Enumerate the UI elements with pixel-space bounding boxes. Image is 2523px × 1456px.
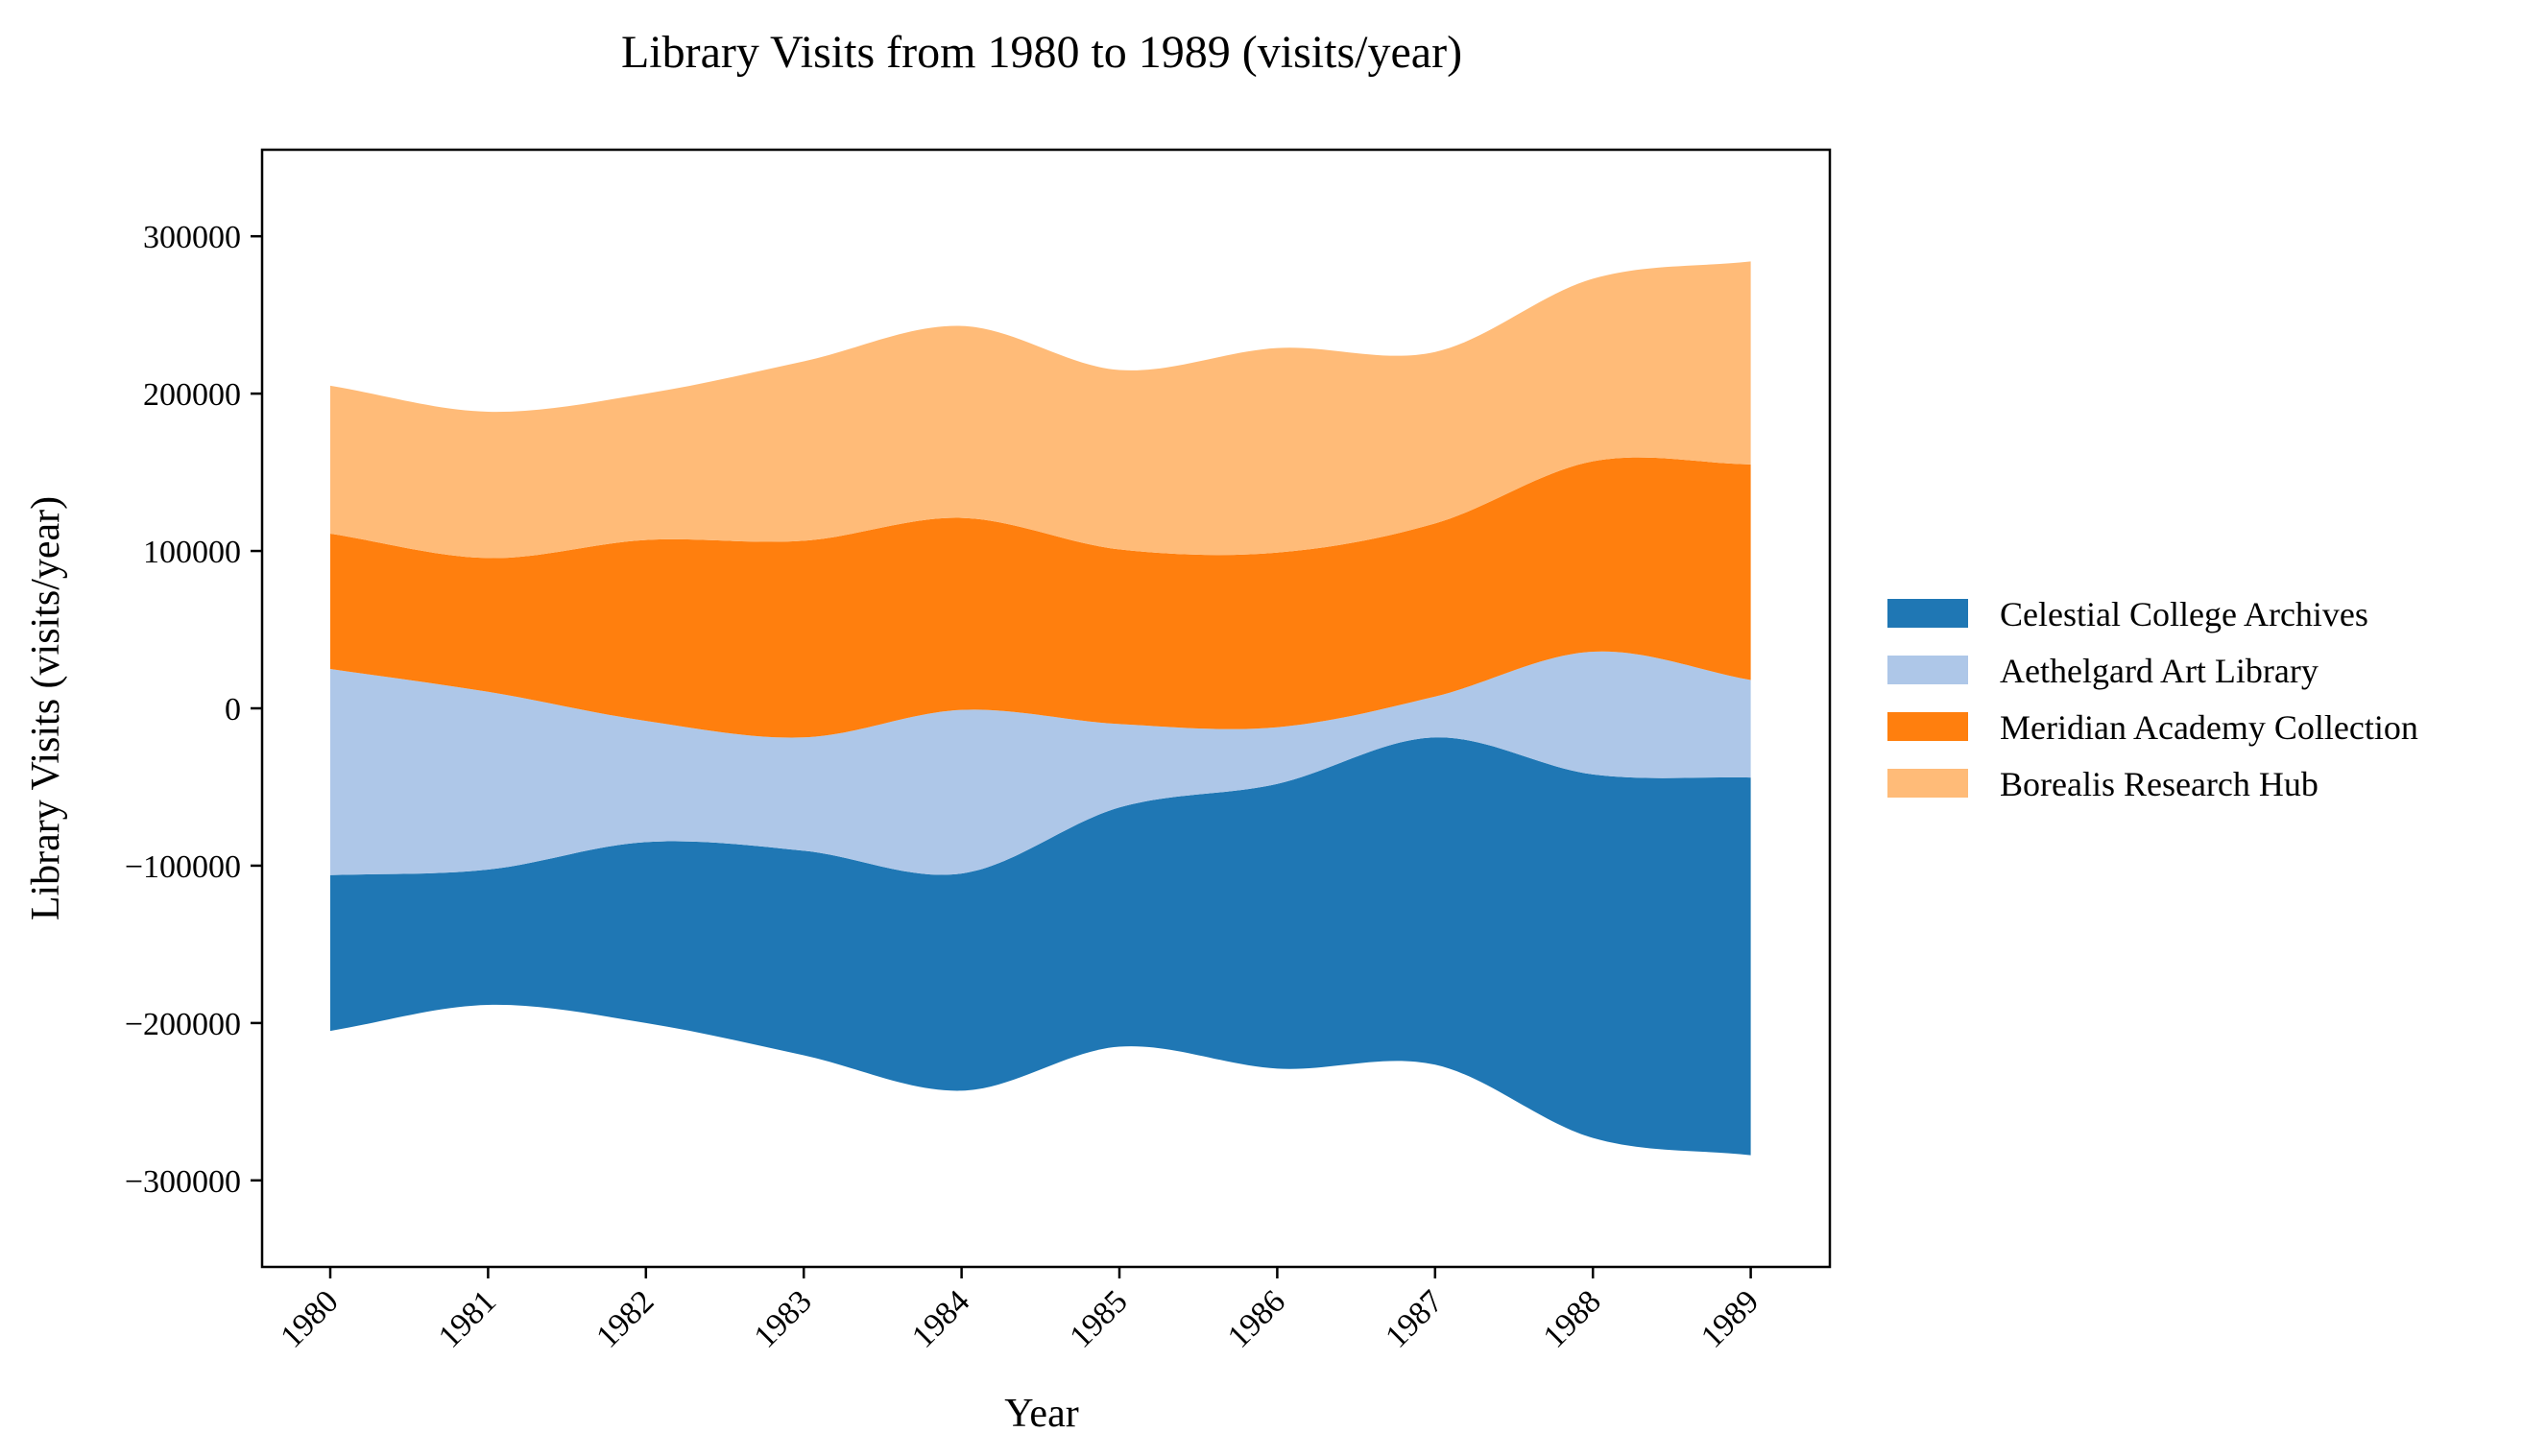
x-tick-label: 1982: [589, 1283, 661, 1354]
x-tick-label: 1988: [1537, 1283, 1608, 1354]
y-tick-label: 300000: [143, 220, 241, 255]
legend-label: Borealis Research Hub: [2000, 765, 2319, 803]
legend-swatch: [1887, 712, 1968, 741]
y-tick-label: −300000: [125, 1164, 241, 1200]
x-tick-label: 1985: [1063, 1283, 1134, 1354]
y-axis-ticks: −300000 −200000 −100000 0 100000 200000 300000: [125, 220, 262, 1200]
y-tick-label: 200000: [143, 377, 241, 413]
legend-label: Celestial College Archives: [2000, 595, 2368, 633]
legend-label: Aethelgard Art Library: [2000, 652, 2319, 690]
area-celestial-college-archives: [330, 737, 1751, 1156]
x-tick-label: 1984: [905, 1283, 976, 1354]
x-axis-label: Year: [1004, 1392, 1078, 1436]
x-tick-label: 1983: [748, 1283, 819, 1354]
x-tick-label: 1987: [1379, 1283, 1450, 1354]
chart-title: Library Visits from 1980 to 1989 (visits…: [621, 27, 1462, 78]
y-axis-label: Library Visits (visits/year): [24, 496, 68, 920]
x-tick-label: 1981: [432, 1283, 503, 1354]
legend: Celestial College Archives Aethelgard Art…: [1887, 595, 2418, 803]
x-tick-label: 1980: [274, 1283, 345, 1354]
legend-swatch: [1887, 599, 1968, 628]
y-tick-label: 100000: [143, 535, 241, 570]
x-tick-label: 1989: [1694, 1283, 1766, 1354]
x-tick-label: 1986: [1221, 1283, 1292, 1354]
y-tick-label: −200000: [125, 1007, 241, 1042]
area-borealis-research-hub: [330, 261, 1751, 559]
y-tick-label: −100000: [125, 849, 241, 885]
area-meridian-academy-collection: [330, 457, 1751, 738]
legend-label: Meridian Academy Collection: [2000, 708, 2418, 747]
legend-swatch: [1887, 769, 1968, 798]
x-axis-ticks: 1980 1981 1982 1983 1984 1985 1986 1987 1988 1989: [274, 1267, 1766, 1355]
area-aethelgard-art-library: [330, 651, 1751, 875]
stream-areas: [330, 261, 1751, 1156]
legend-swatch: [1887, 656, 1968, 684]
y-tick-label: 0: [225, 692, 241, 728]
